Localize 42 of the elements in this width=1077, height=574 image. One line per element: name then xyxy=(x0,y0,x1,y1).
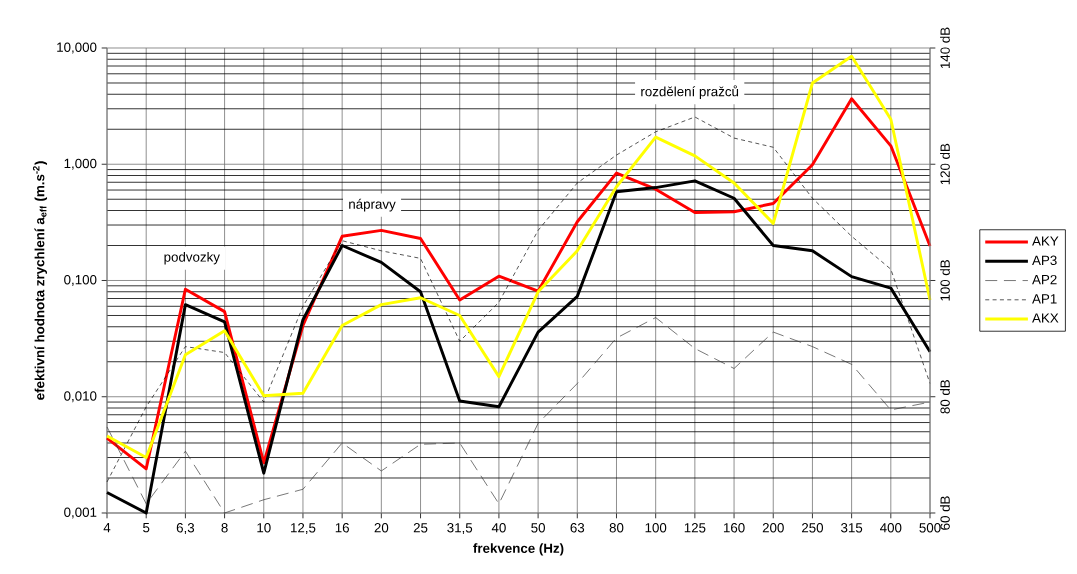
y2-tick-label: 80 dB xyxy=(940,380,950,414)
legend-label: AP2 xyxy=(1032,274,1057,285)
y-tick-label: 0,100 xyxy=(64,274,97,287)
x-tick-label: 250 xyxy=(801,523,824,533)
x-tick-label: 6,3 xyxy=(176,523,195,535)
y2-tick-label: 120 dB xyxy=(940,143,950,185)
legend-label: AP3 xyxy=(1032,255,1057,266)
x-tick-label: 20 xyxy=(374,523,389,533)
x-tick-label: 400 xyxy=(880,523,902,533)
annotation: nápravy xyxy=(349,198,396,212)
x-tick-label: 50 xyxy=(531,523,545,533)
x-tick-label: 100 xyxy=(645,523,667,533)
x-tick-label: 80 xyxy=(609,523,624,533)
x-tick-label: 25 xyxy=(413,523,428,533)
annotation: podvozky xyxy=(164,251,220,265)
y-tick-label: 0,010 xyxy=(64,391,97,403)
x-tick-label: 125 xyxy=(684,523,706,533)
x-tick-label: 4 xyxy=(103,523,111,533)
y-tick-label: 0,001 xyxy=(64,507,97,519)
x-tick-label: 315 xyxy=(841,523,863,533)
legend-label: AKY xyxy=(1032,236,1059,246)
y2-tick-label: 60 dB xyxy=(940,496,950,530)
x-tick-label: 10 xyxy=(257,523,271,533)
y2-tick-label: 140 dB xyxy=(940,27,950,69)
x-tick-label: 160 xyxy=(723,523,745,533)
y-tick-label: 1,000 xyxy=(64,158,97,170)
x-tick-label: 8 xyxy=(221,523,228,533)
x-tick-label: 200 xyxy=(762,523,784,533)
x-tick-label: 16 xyxy=(335,523,349,533)
legend-label: AP1 xyxy=(1032,294,1057,304)
legend-label: AKX xyxy=(1032,313,1059,323)
y-axis-title: efektivní hodnota zrychlení a$_{eff}$ (m.s$^{-2}$) xyxy=(32,161,48,400)
x-tick-label: 500 xyxy=(919,523,941,533)
y-tick-label: 10,000 xyxy=(57,42,97,54)
x-tick-label: 63 xyxy=(570,523,585,533)
x-axis-title: frekvence (Hz) xyxy=(473,543,564,556)
annotation: rozdělení pražců xyxy=(641,85,739,99)
x-tick-label: 40 xyxy=(491,523,506,533)
x-tick-label: 5 xyxy=(143,523,150,533)
x-tick-label: 31,5 xyxy=(447,523,473,535)
y2-tick-label: 100 dB xyxy=(940,260,950,301)
x-tick-label: 12,5 xyxy=(291,523,316,535)
